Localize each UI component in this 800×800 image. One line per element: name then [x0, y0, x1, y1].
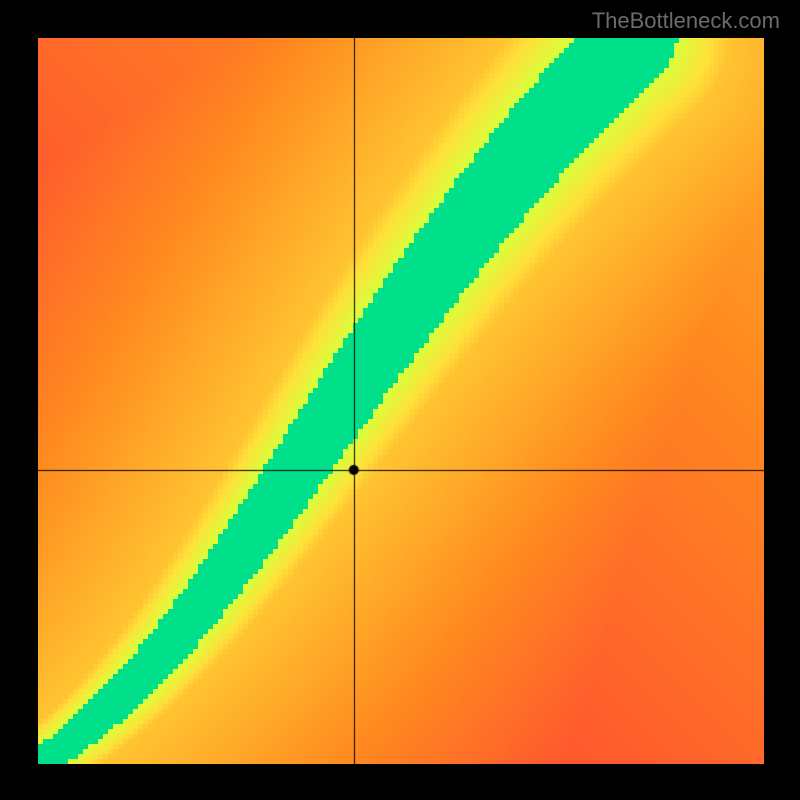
- chart-container: TheBottleneck.com: [0, 0, 800, 800]
- heatmap-canvas: [38, 38, 764, 764]
- watermark-text: TheBottleneck.com: [592, 8, 780, 34]
